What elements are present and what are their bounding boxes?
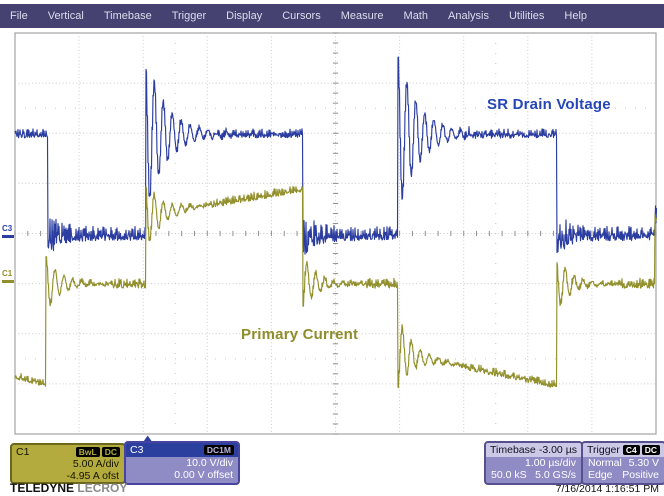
trigger-source-badges: C4 DC xyxy=(621,444,660,456)
c1-coupling-badges: BwL DC xyxy=(74,446,120,458)
menu-item-vertical[interactable]: Vertical xyxy=(47,10,84,22)
menu-item-file[interactable]: File xyxy=(10,10,28,22)
channel-c1-descriptor-box[interactable]: C1 BwL DC 5.00 A/div -4.95 A ofst xyxy=(10,443,126,484)
brand-teledyne: TELEDYNE xyxy=(10,481,75,495)
channel-c3-descriptor-box[interactable]: C3 DC1M 10.0 V/div 0.00 V offset xyxy=(124,441,240,485)
menu-item-utilities[interactable]: Utilities xyxy=(508,10,545,22)
c3-offset-readout: 0.00 V offset xyxy=(174,469,233,481)
c3-zero-level-marker[interactable]: C3 xyxy=(2,225,14,238)
datetime-readout: 7/16/2014 1:16:51 PM xyxy=(555,483,659,495)
trace-c3 xyxy=(14,56,658,255)
badge-dc1m: DC1M xyxy=(203,445,234,456)
trigger-box-title: Trigger xyxy=(587,444,620,456)
menu-item-measure[interactable]: Measure xyxy=(340,10,384,22)
trigger-type: Edge xyxy=(588,469,613,481)
menu-bar: File Vertical Timebase Trigger Display Cursor… xyxy=(0,4,664,28)
brand-lecroy: LECROY xyxy=(77,481,128,495)
timebase-descriptor-box[interactable]: Timebase -3.00 µs 1.00 µs/div 50.0 kS 5.… xyxy=(484,441,583,485)
trigger-slope: Positive xyxy=(622,469,659,481)
menu-item-help[interactable]: Help xyxy=(564,10,588,22)
primary-current-label: Primary Current xyxy=(241,326,359,343)
c3-scale-readout: 10.0 V/div xyxy=(186,457,233,469)
trigger-position-marker[interactable] xyxy=(143,435,153,443)
menu-item-cursors[interactable]: Cursors xyxy=(282,10,321,22)
c1-box-title: C1 xyxy=(16,445,30,458)
timebase-scale-readout: 1.00 µs/div xyxy=(525,457,576,469)
trigger-descriptor-box[interactable]: Trigger C4 DC Normal 5.30 V Edge Positive xyxy=(581,441,664,485)
trigger-level: 5.30 V xyxy=(628,457,659,469)
c3-marker-text: C3 xyxy=(2,224,13,233)
c3-box-title: C3 xyxy=(130,444,144,456)
badge-dc: DC xyxy=(101,446,120,457)
c1-offset-readout: -4.95 A ofst xyxy=(66,470,119,482)
menu-item-analysis[interactable]: Analysis xyxy=(448,10,489,22)
badge-bwl: BwL xyxy=(75,446,100,457)
trigger-mode: Normal xyxy=(588,457,622,469)
menu-item-math[interactable]: Math xyxy=(403,10,428,22)
c1-zero-level-marker[interactable]: C1 xyxy=(2,270,14,283)
timebase-delay-readout: -3.00 µs xyxy=(538,444,577,456)
c1-marker-text: C1 xyxy=(2,269,13,278)
timebase-samples-readout: 50.0 kS xyxy=(491,469,527,481)
timebase-samplerate-readout: 5.0 GS/s xyxy=(535,469,576,481)
c1-zero-tick xyxy=(2,280,14,283)
timebase-box-title: Timebase xyxy=(490,444,536,456)
trace-c1 xyxy=(14,185,658,389)
sr-drain-voltage-label: SR Drain Voltage xyxy=(487,96,611,113)
badge-dc: DC xyxy=(641,445,660,456)
c1-scale-readout: 5.00 A/div xyxy=(72,458,119,470)
menu-item-display[interactable]: Display xyxy=(226,10,263,22)
c3-coupling-badges: DC1M xyxy=(202,444,234,456)
c3-zero-tick xyxy=(2,235,14,238)
menu-item-trigger[interactable]: Trigger xyxy=(171,10,207,22)
teledyne-lecroy-logo: TELEDYNE LECROY xyxy=(10,481,127,495)
menu-item-timebase[interactable]: Timebase xyxy=(103,10,152,22)
badge-c4: C4 xyxy=(622,445,640,456)
